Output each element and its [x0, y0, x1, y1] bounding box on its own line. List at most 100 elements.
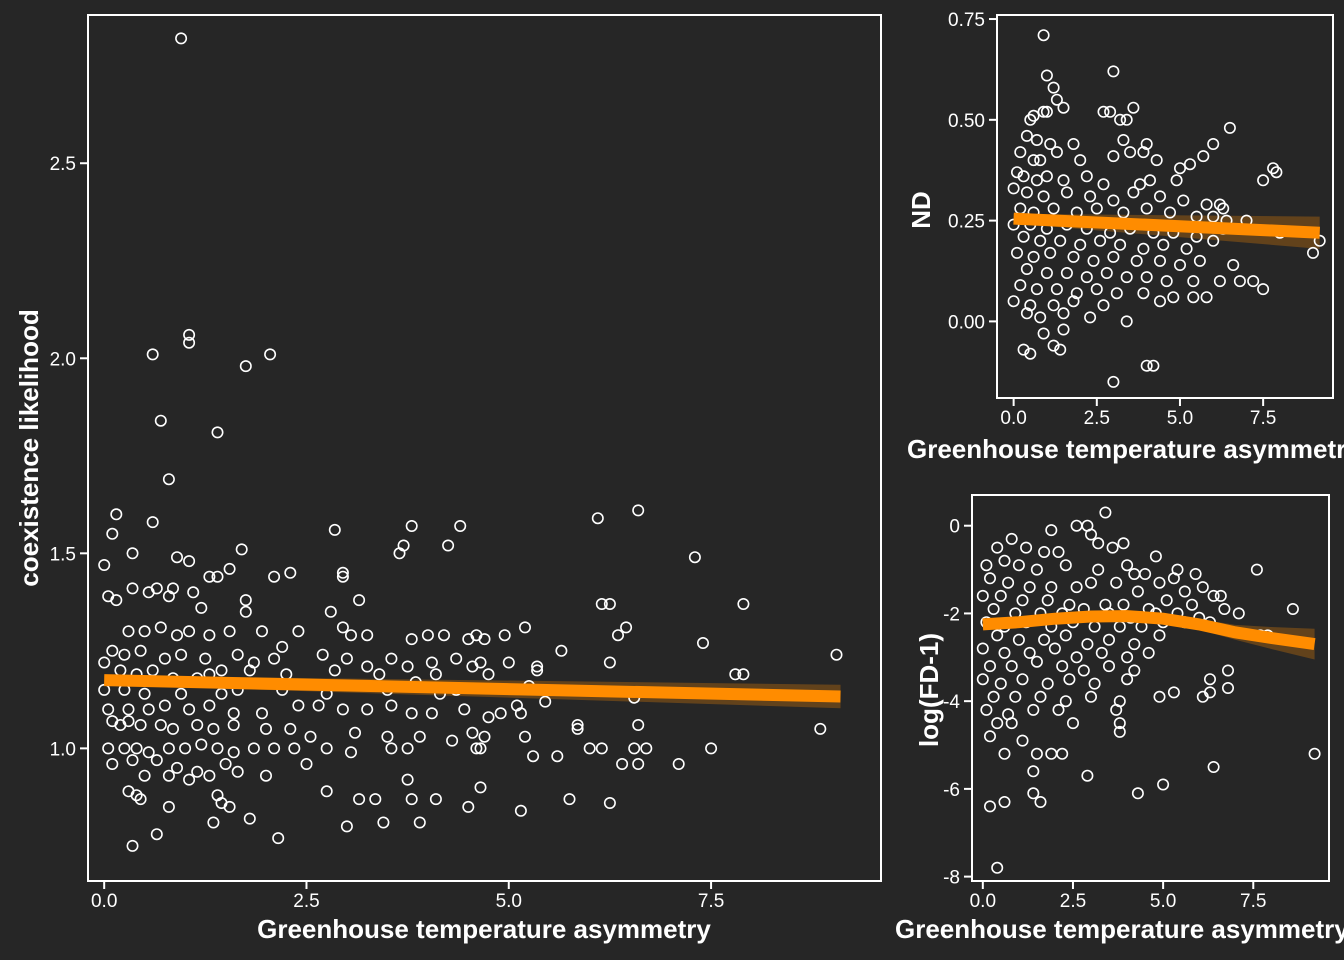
- scatter-point: [130, 789, 143, 802]
- scatter-point: [1103, 633, 1116, 646]
- scatter-point: [150, 582, 163, 595]
- scatter-point: [106, 757, 119, 770]
- scatter-point: [195, 738, 208, 751]
- scatter-point: [1010, 166, 1023, 179]
- scatter-point: [1222, 664, 1235, 677]
- scatter-point: [361, 660, 374, 673]
- scatter-point: [1150, 154, 1163, 167]
- scatter-point: [1052, 545, 1065, 558]
- scatter-point: [1012, 559, 1025, 572]
- scatter-point: [1137, 146, 1150, 159]
- scatter-point: [191, 765, 204, 778]
- x-tick-label: 2.5: [1060, 891, 1086, 912]
- x-tick-label: 0.0: [91, 891, 117, 912]
- scatter-point: [239, 360, 252, 373]
- confidence-band: [982, 613, 1315, 660]
- scatter-point: [1099, 506, 1112, 519]
- scatter-point: [223, 800, 236, 813]
- scatter-point: [413, 816, 426, 829]
- scatter-point: [154, 718, 167, 731]
- scatter-point: [1085, 528, 1098, 541]
- fd-chart-panel: 0.0 2.5 5.0 7.5 0 -2 -4 -6 -8 Greenhouse temper…: [895, 494, 1344, 944]
- scatter-point: [142, 746, 155, 759]
- scatter-point: [632, 757, 645, 770]
- scatter-point: [227, 707, 240, 720]
- scatter-point: [1186, 598, 1199, 611]
- scatter-point: [110, 508, 123, 521]
- scatter-point: [454, 519, 467, 532]
- scatter-point: [1167, 686, 1180, 699]
- y-tick-label: 0.50: [948, 111, 985, 132]
- scatter-point: [1077, 664, 1090, 677]
- scatter-point: [1014, 279, 1027, 292]
- scatter-point: [1090, 202, 1103, 215]
- scatter-point: [1184, 158, 1197, 171]
- scatter-point: [531, 660, 544, 673]
- scatter-point: [126, 839, 139, 852]
- scatter-point: [405, 707, 418, 720]
- scatter-point: [474, 781, 487, 794]
- scatter-point: [1057, 307, 1070, 320]
- scatter-point: [353, 594, 366, 607]
- scatter-point: [998, 795, 1011, 808]
- main-y-axis: 1.0 1.5 2.0 2.5: [50, 154, 88, 760]
- y-tick-label: -4: [943, 692, 960, 713]
- scatter-point: [235, 543, 248, 556]
- x-tick-label: 5.0: [1167, 408, 1193, 429]
- scatter-point: [1034, 311, 1047, 324]
- scatter-point: [688, 551, 701, 564]
- scatter-point: [1020, 262, 1033, 275]
- scatter-point: [1041, 677, 1054, 690]
- scatter-point: [1030, 747, 1043, 760]
- scatter-point: [231, 648, 244, 661]
- scatter-point: [1037, 190, 1050, 203]
- scatter-point: [320, 785, 333, 798]
- scatter-point: [1114, 113, 1127, 126]
- scatter-point: [1037, 29, 1050, 42]
- scatter-point: [1097, 105, 1110, 118]
- scatter-point: [1207, 760, 1220, 773]
- scatter-point: [502, 656, 515, 669]
- scatter-point: [227, 718, 240, 731]
- scatter-point: [162, 800, 175, 813]
- y-tick-label: 0: [949, 517, 960, 538]
- scatter-point: [207, 722, 220, 735]
- scatter-point: [401, 660, 414, 673]
- scatter-point: [1222, 681, 1235, 694]
- scatter-point: [118, 742, 131, 755]
- scatter-point: [320, 742, 333, 755]
- scatter-point: [1014, 146, 1027, 159]
- scatter-point: [595, 742, 608, 755]
- scatter-point: [183, 555, 196, 568]
- scatter-point: [268, 570, 281, 583]
- main-fit-line: [104, 674, 841, 703]
- scatter-point: [1207, 234, 1220, 247]
- scatter-point: [1137, 287, 1150, 300]
- scatter-point: [1120, 271, 1133, 284]
- scatter-point: [106, 644, 119, 657]
- scatter-point: [1204, 673, 1217, 686]
- scatter-point: [227, 746, 240, 759]
- scatter-point: [1117, 134, 1130, 147]
- y-tick-label: 2.0: [50, 349, 76, 370]
- scatter-point: [219, 757, 232, 770]
- scatter-point: [1038, 545, 1051, 558]
- scatter-point: [1121, 559, 1134, 572]
- scatter-point: [1157, 778, 1170, 791]
- scatter-point: [134, 793, 147, 806]
- scatter-point: [268, 742, 281, 755]
- scatter-point: [994, 589, 1007, 602]
- scatter-point: [1007, 295, 1020, 308]
- scatter-point: [563, 793, 576, 806]
- scatter-point: [1187, 291, 1200, 304]
- scatter-point: [353, 793, 366, 806]
- scatter-point: [1200, 198, 1213, 211]
- scatter-point: [259, 722, 272, 735]
- scatter-point: [1223, 121, 1236, 134]
- scatter-point: [737, 597, 750, 610]
- scatter-point: [1200, 291, 1213, 304]
- scatter-point: [292, 625, 305, 638]
- nd-x-axis-title: Greenhouse temperature asymmetry: [907, 434, 1344, 464]
- scatter-point: [1023, 646, 1036, 659]
- scatter-point: [998, 747, 1011, 760]
